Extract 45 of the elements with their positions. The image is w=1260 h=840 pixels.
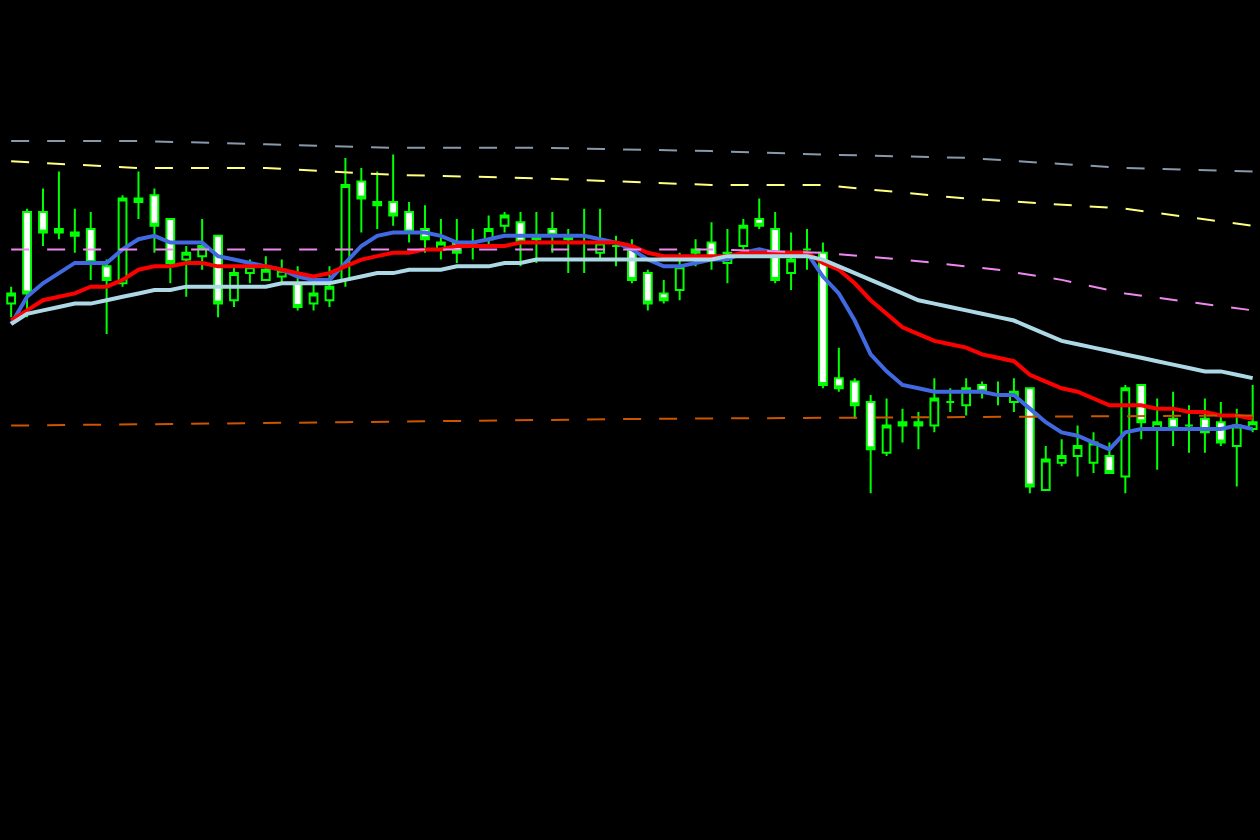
candlestick [324, 265, 335, 308]
candlestick [802, 228, 812, 271]
candlestick [260, 255, 271, 281]
candlestick [1152, 397, 1163, 471]
candlestick [881, 397, 892, 458]
candlestick [754, 197, 765, 231]
candlestick [54, 170, 64, 241]
candlestick [1168, 390, 1178, 447]
candlestick [945, 387, 956, 414]
candlestick [913, 411, 924, 451]
candlestick [197, 217, 208, 271]
candlestick [356, 167, 367, 234]
candlestick [1104, 441, 1115, 475]
candlestick [929, 377, 940, 434]
candlestick [292, 265, 303, 312]
candlestick [865, 394, 876, 495]
candlestick [388, 153, 399, 227]
candlestick [1056, 438, 1067, 468]
candlestick [849, 377, 860, 420]
candlestick [149, 187, 160, 254]
candlestick [499, 211, 510, 234]
candlestick [818, 241, 828, 390]
candlestick [1120, 383, 1131, 495]
candlestick [1231, 407, 1242, 488]
candlestick [1040, 444, 1051, 491]
candlestick [22, 207, 32, 319]
candlestick [738, 217, 749, 251]
candlestick [642, 268, 653, 312]
candlestick [1072, 424, 1083, 478]
candlestick [372, 170, 383, 231]
candlestick [674, 251, 685, 302]
candlestick [786, 231, 796, 292]
candlestick [181, 245, 192, 298]
candlestick [69, 207, 80, 254]
candlestick [6, 285, 17, 319]
candlestick [658, 278, 669, 305]
candlestick [85, 211, 96, 281]
candlestick [133, 170, 144, 220]
candlestick [611, 234, 621, 268]
candlestick [897, 407, 908, 444]
candlestick [1184, 404, 1194, 454]
candlestick [38, 187, 48, 247]
candlestick [833, 346, 844, 393]
candlestick [1024, 387, 1035, 495]
candlestick [308, 282, 319, 312]
